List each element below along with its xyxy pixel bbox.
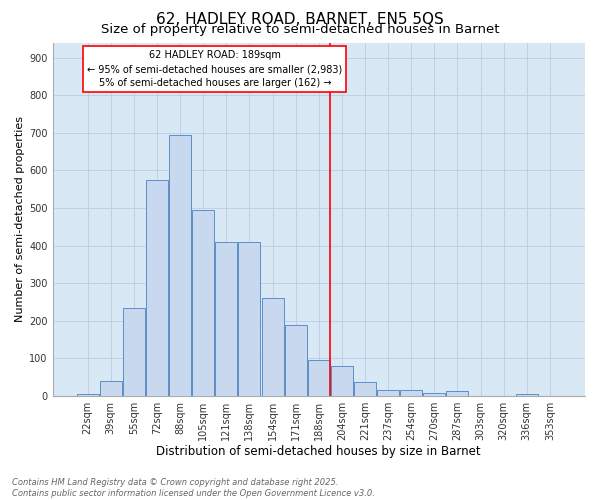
Bar xyxy=(123,308,145,396)
Text: Contains HM Land Registry data © Crown copyright and database right 2025.
Contai: Contains HM Land Registry data © Crown c… xyxy=(12,478,375,498)
Y-axis label: Number of semi-detached properties: Number of semi-detached properties xyxy=(15,116,25,322)
Bar xyxy=(192,210,214,396)
Bar xyxy=(446,391,469,396)
Bar xyxy=(424,393,445,396)
Bar xyxy=(215,242,238,396)
Bar xyxy=(146,180,168,396)
Bar xyxy=(331,366,353,396)
Bar xyxy=(262,298,284,396)
Bar xyxy=(238,242,260,396)
Text: Size of property relative to semi-detached houses in Barnet: Size of property relative to semi-detach… xyxy=(101,22,499,36)
Text: 62, HADLEY ROAD, BARNET, EN5 5QS: 62, HADLEY ROAD, BARNET, EN5 5QS xyxy=(156,12,444,28)
Bar xyxy=(284,324,307,396)
Bar xyxy=(516,394,538,396)
X-axis label: Distribution of semi-detached houses by size in Barnet: Distribution of semi-detached houses by … xyxy=(157,444,481,458)
Bar xyxy=(377,390,399,396)
Bar xyxy=(169,134,191,396)
Text: 62 HADLEY ROAD: 189sqm
← 95% of semi-detached houses are smaller (2,983)
5% of s: 62 HADLEY ROAD: 189sqm ← 95% of semi-det… xyxy=(87,50,343,88)
Bar xyxy=(308,360,330,396)
Bar xyxy=(100,381,122,396)
Bar xyxy=(77,394,98,396)
Bar xyxy=(400,390,422,396)
Bar xyxy=(354,382,376,396)
